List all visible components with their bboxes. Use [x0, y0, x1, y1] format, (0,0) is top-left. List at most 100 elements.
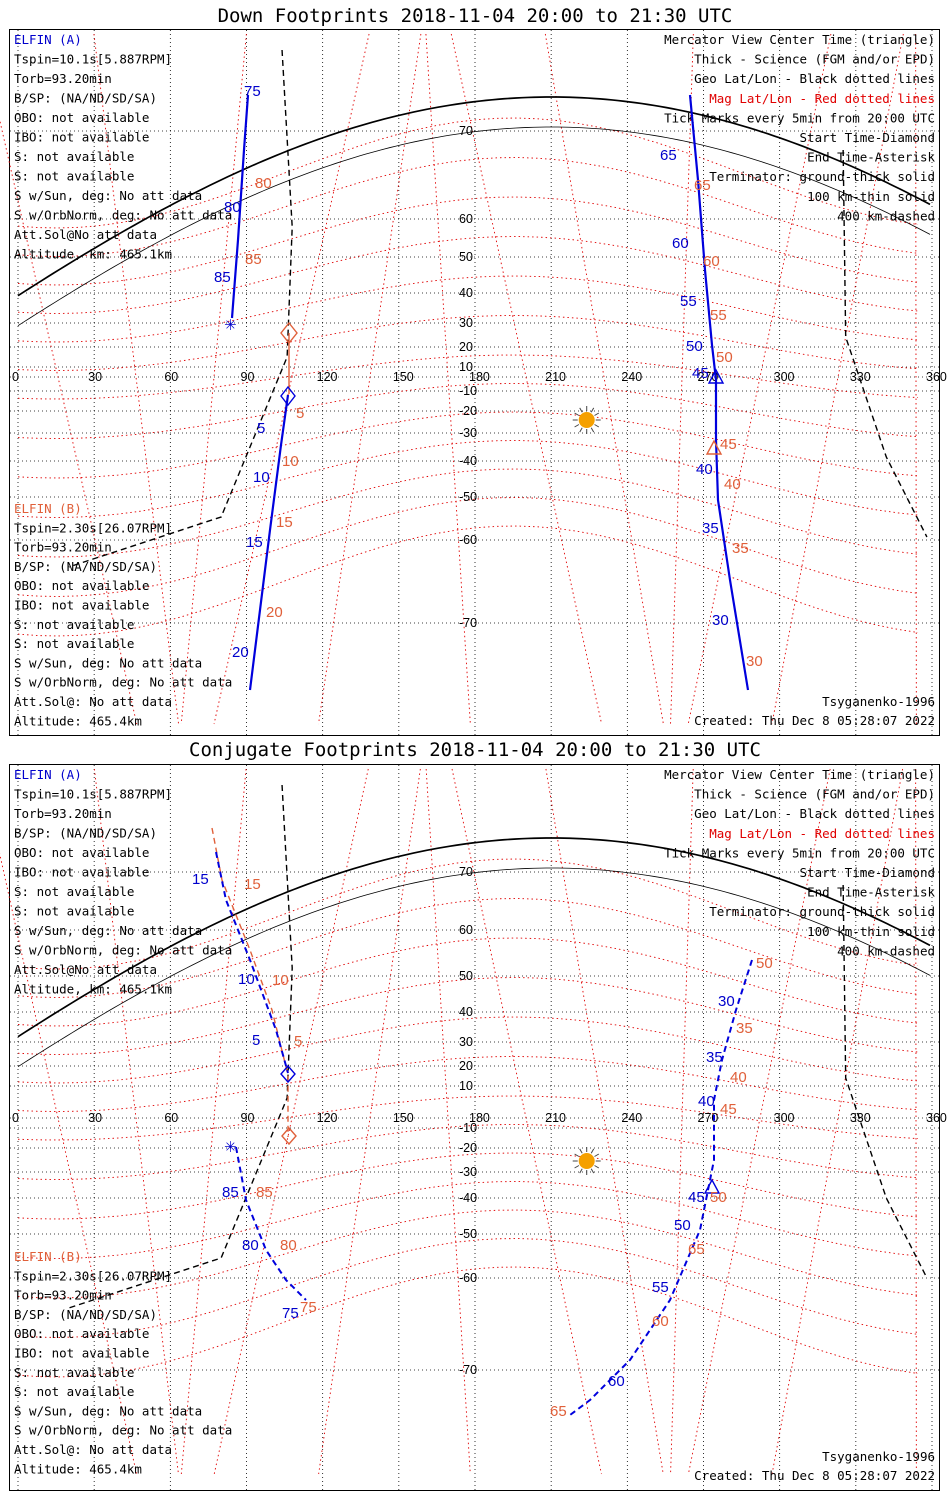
sun-ray [594, 424, 600, 428]
mag-parallel [17, 1152, 919, 1220]
west-track-south [235, 1146, 307, 1301]
mag-parallel [17, 315, 919, 371]
sat-a-info-line: Altitude, km: 465.1km [14, 982, 172, 997]
sun-ray [594, 1153, 600, 1157]
track-time-label: 65 [694, 177, 711, 194]
sun-ray [579, 427, 583, 433]
sat-b-info-line: S w/Sun, deg: No att data [14, 655, 202, 670]
track-time-label: 35 [736, 1020, 753, 1037]
legend-line: Tick Marks every 5min from 20:00 UTC [664, 110, 935, 125]
lon-tick-label: 330 [850, 370, 871, 384]
sat-a-info-line: B/SP: (NA/ND/SD/SA) [14, 91, 157, 106]
track-time-label: 45 [720, 436, 737, 453]
lon-tick-label: 270 [698, 370, 719, 384]
model-label: Tsyganenko-1996 [822, 694, 935, 709]
west-track-north [215, 851, 289, 1074]
lat-tick-label: -20 [459, 1141, 477, 1155]
mag-meridian [670, 33, 694, 725]
sat-a-info-line: Tspin=10.1s[5.887RPM] [14, 787, 172, 802]
mag-meridian [0, 119, 138, 725]
track-time-label: 40 [698, 1093, 715, 1110]
mag-meridian [213, 768, 369, 1475]
track-time-label: 75 [282, 1305, 299, 1322]
lat-tick-label: -30 [459, 426, 477, 440]
sun-ray [579, 1168, 583, 1174]
lon-tick-label: 150 [393, 1111, 414, 1125]
terminator-ground [17, 96, 931, 297]
track-time-label: 40 [696, 461, 713, 478]
sat-b-info-line: S: not available [14, 1365, 134, 1380]
mag-parallel [17, 196, 919, 286]
sat-b-info-line: S: not available [14, 636, 134, 651]
track-time-label: 85 [256, 1184, 273, 1201]
lon-tick-label: 360 [926, 1111, 947, 1125]
lat-tick-label: 70 [459, 865, 473, 879]
sat-b-info-line: Altitude: 465.4km [14, 713, 142, 728]
start-diamond-icon [281, 1126, 297, 1146]
sat-b-info-line: S w/OrbNorm, deg: No att data [14, 675, 232, 690]
lat-tick-label: 50 [459, 250, 473, 264]
mag-parallel [17, 1238, 919, 1338]
end-asterisk-icon: ✳ [224, 1139, 237, 1156]
lon-tick-label: 30 [88, 370, 102, 384]
panel-title-down: Down Footprints 2018-11-04 20:00 to 21:3… [217, 5, 733, 27]
sat-b-name: ELFIN (B) [14, 1249, 82, 1264]
lat-tick-label: 20 [459, 1059, 473, 1073]
track-time-label: 30 [712, 612, 729, 629]
legend-line: Terminator: ground-thick solid [709, 904, 935, 919]
track-time-label: 35 [732, 540, 749, 557]
mag-meridian [425, 33, 471, 725]
legend-line: Mercator View Center Time (triangle) [664, 32, 935, 47]
mag-meridian [318, 33, 422, 725]
sat-b-name: ELFIN (B) [14, 501, 82, 516]
map-panel-conjugate: 0 30 60 90 120 150 180 210 240 270 300 330 360 70 60 50… [0, 765, 947, 1490]
panel-title-conjugate: Conjugate Footprints 2018-11-04 20:00 to… [189, 739, 761, 761]
center-triangle-icon [707, 368, 725, 384]
lon-tick-label: 360 [926, 370, 947, 384]
mag-meridian [318, 768, 421, 1475]
sat-a-info-line: B/SP: (NA/ND/SD/SA) [14, 826, 157, 841]
sat-b-info-line: B/SP: (NA/ND/SD/SA) [14, 559, 157, 574]
lon-tick-label: 180 [469, 1111, 490, 1125]
lon-tick-label: 0 [12, 370, 19, 384]
sat-b-info-line: Torb=93.20min [14, 540, 112, 555]
terminator-400km-east [842, 149, 928, 538]
sun-icon [572, 1147, 601, 1175]
track-time-label: 45 [692, 365, 709, 382]
legend-line: Mag Lat/Lon - Red dotted lines [709, 91, 935, 106]
sat-b-info-line: S: not available [14, 1384, 134, 1399]
track-time-label: 80 [242, 1237, 259, 1254]
sun-disk [578, 1153, 595, 1169]
track-time-label: 80 [224, 199, 241, 216]
terminator-100km [17, 867, 931, 1067]
terminator-400km-west [68, 784, 293, 1309]
center-triangle-icon [705, 439, 723, 455]
track-time-label: 40 [730, 1069, 747, 1086]
lat-tick-label: -40 [459, 454, 477, 468]
mag-parallel [17, 1016, 919, 1084]
east-track [688, 94, 750, 691]
track-time-label: 60 [672, 235, 689, 252]
track-time-label: 30 [746, 653, 763, 670]
track-time-label: 20 [266, 604, 283, 621]
lon-tick-label: 0 [12, 1111, 19, 1125]
lon-tick-label: 300 [774, 370, 795, 384]
sat-b-info-line: S w/Sun, deg: No att data [14, 1403, 202, 1418]
sat-a-info-line: S w/Sun, deg: No att data [14, 188, 202, 203]
lon-tick-label: 330 [850, 1111, 871, 1125]
mag-parallel [17, 411, 919, 479]
lat-tick-label: -60 [459, 533, 477, 547]
mag-parallel [17, 937, 919, 1027]
west-track-mag [211, 827, 289, 1137]
sat-a-info-line: S: not available [14, 149, 134, 164]
track-time-label: 50 [756, 955, 773, 972]
mag-parallel [17, 1056, 919, 1112]
sat-a-info-line: S w/OrbNorm, deg: No att data [14, 208, 232, 223]
map-panel-down: 0 30 60 90 120 150 180 210 240 270 300 330 360 70 60 50… [0, 30, 947, 735]
sun-ray [594, 1165, 600, 1169]
track-time-label: 50 [710, 1189, 727, 1206]
sun-ray [579, 1148, 583, 1154]
track-time-label: 50 [686, 338, 703, 355]
track-time-label: 85 [245, 251, 262, 268]
